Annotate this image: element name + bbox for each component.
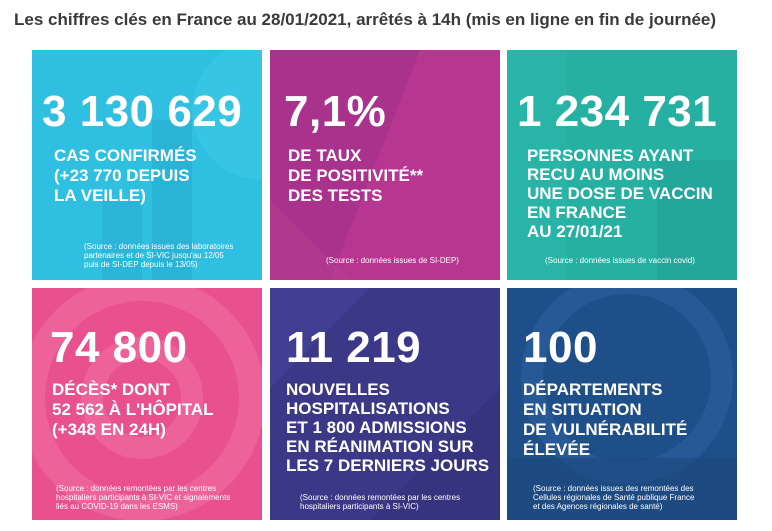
confirmed-cases-label: CAS CONFIRMÉS (+23 770 DEPUIS LA VEILLE): [54, 146, 197, 206]
label-line: NOUVELLES: [286, 380, 390, 399]
source-line: et des Agences régionales de santé): [533, 502, 663, 511]
label-line: ET 1 800 ADMISSIONS: [286, 418, 467, 437]
deaths-label: DÉCÈS* DONT 52 562 À L'HÔPITAL (+348 EN …: [52, 380, 214, 440]
tile-confirmed-cases: 3 130 629 CAS CONFIRMÉS (+23 770 DEPUIS …: [32, 50, 262, 280]
label-line: DE POSITIVITÉ**: [288, 166, 424, 185]
source-line: hospitaliers participants à SI-VIC): [300, 502, 419, 511]
label-line: CAS CONFIRMÉS: [54, 146, 197, 165]
deaths-value: 74 800: [50, 323, 188, 372]
label-line: RECU AU MOINS: [527, 165, 665, 184]
source-line: liés au COVID-19 dans les ESMS): [56, 502, 178, 511]
label-line: EN RÉANIMATION SUR: [286, 437, 474, 456]
positivity-value: 7,1%: [284, 87, 387, 136]
positivity-label: DE TAUX DE POSITIVITÉ** DES TESTS: [288, 146, 423, 206]
vaccinated-label: PERSONNES AYANT RECU AU MOINS UNE DOSE D…: [527, 146, 713, 241]
source-note: (Source : données remontées par les cent…: [300, 493, 460, 511]
label-line: EN SITUATION: [523, 400, 642, 419]
source-line: (Source : données remontées par les cent…: [300, 493, 461, 502]
page-title: Les chiffres clés en France au 28/01/202…: [14, 10, 717, 29]
label-line: (+23 770 DEPUIS: [54, 166, 190, 185]
tile-vaccinated: 1 234 731 PERSONNES AYANT RECU AU MOINS …: [507, 50, 737, 280]
source-line: (Source : données issues des laboratoire…: [84, 242, 234, 251]
source-line: partenaires et de SI-VIC jusqu'au 12/05: [84, 251, 224, 260]
source-note: (Source : données issues des laboratoire…: [84, 242, 233, 269]
source-line: (Source : données remontées par les cent…: [56, 484, 217, 493]
label-line: AU 27/01/21: [527, 222, 623, 241]
source-line: (Source : données issues de vaccin covid…: [545, 256, 695, 265]
hospitalisations-value: 11 219: [286, 323, 422, 372]
label-line: DÉCÈS* DONT: [52, 380, 171, 399]
hospitalisations-label: NOUVELLES HOSPITALISATIONS ET 1 800 ADMI…: [286, 380, 489, 475]
source-line: (Source : données issues des remontées d…: [533, 484, 694, 493]
tile-positivity-rate: 7,1% DE TAUX DE POSITIVITÉ** DES TESTS (…: [270, 50, 500, 280]
label-line: EN FRANCE: [527, 203, 627, 222]
label-line: HOSPITALISATIONS: [286, 399, 450, 418]
label-line: PERSONNES AYANT: [527, 146, 694, 165]
confirmed-cases-value: 3 130 629: [42, 87, 243, 136]
tile-departments: 100 DÉPARTEMENTS EN SITUATION DE VULNÉRA…: [507, 288, 737, 520]
label-line: (+348 EN 24H): [52, 420, 166, 439]
vaccinated-value: 1 234 731: [517, 87, 718, 136]
label-line: LES 7 DERNIERS JOURS: [286, 456, 490, 475]
source-note: (Source : données issues de vaccin covid…: [545, 256, 695, 265]
label-line: DÉPARTEMENTS: [523, 380, 663, 399]
source-line: (Source : données issues de SI-DEP): [326, 256, 459, 265]
source-line: puis de SI-DEP depuis le 13/05): [84, 260, 198, 269]
departments-value: 100: [523, 323, 598, 372]
source-note: (Source : données issues de SI-DEP): [326, 256, 459, 265]
label-line: 52 562 À L'HÔPITAL: [52, 400, 214, 419]
tile-hospitalisations: 11 219 NOUVELLES HOSPITALISATIONS ET 1 8…: [270, 288, 500, 520]
label-line: LA VEILLE): [54, 186, 146, 205]
label-line: DE TAUX: [288, 146, 362, 165]
source-line: Cellules régionales de Santé publique Fr…: [533, 493, 695, 502]
departments-label: DÉPARTEMENTS EN SITUATION DE VULNÉRABILI…: [523, 380, 687, 460]
label-line: ÉLEVÉE: [523, 440, 591, 459]
source-note: (Source : données issues des remontées d…: [533, 484, 694, 511]
source-line: hospitaliers participants à SI-VIC et si…: [56, 493, 231, 502]
label-line: UNE DOSE DE VACCIN: [527, 184, 713, 203]
source-note: (Source : données remontées par les cent…: [56, 484, 230, 511]
label-line: DE VULNÉRABILITÉ: [523, 420, 688, 439]
tile-deaths: 74 800 DÉCÈS* DONT 52 562 À L'HÔPITAL (+…: [32, 288, 262, 520]
label-line: DES TESTS: [288, 186, 383, 205]
